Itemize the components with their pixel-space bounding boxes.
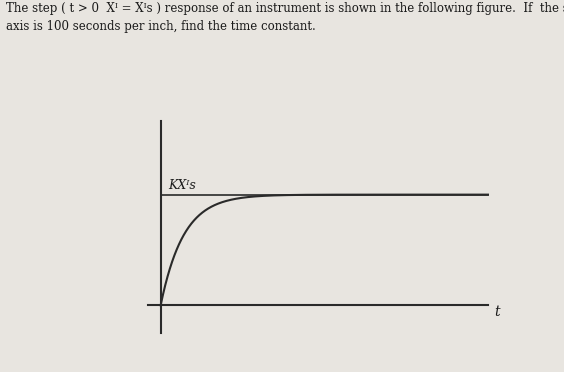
Text: axis is 100 seconds per inch, find the time constant.: axis is 100 seconds per inch, find the t… <box>6 20 315 33</box>
Text: KXᴵs: KXᴵs <box>169 179 196 192</box>
Text: t: t <box>495 305 500 320</box>
Text: The step ( t > 0  Xᴵ = Xᴵs ) response of an instrument is shown in the following: The step ( t > 0 Xᴵ = Xᴵs ) response of … <box>6 2 564 15</box>
